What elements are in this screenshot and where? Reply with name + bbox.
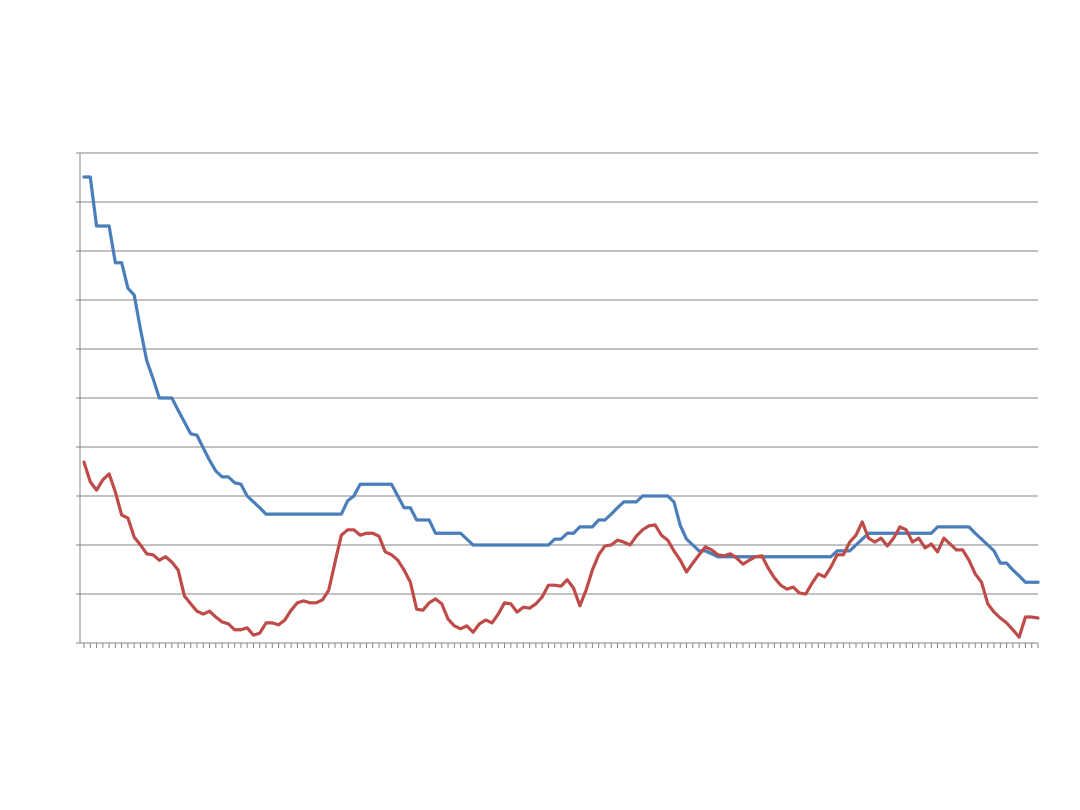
series-line [82,175,1040,584]
series-line [82,460,1040,639]
